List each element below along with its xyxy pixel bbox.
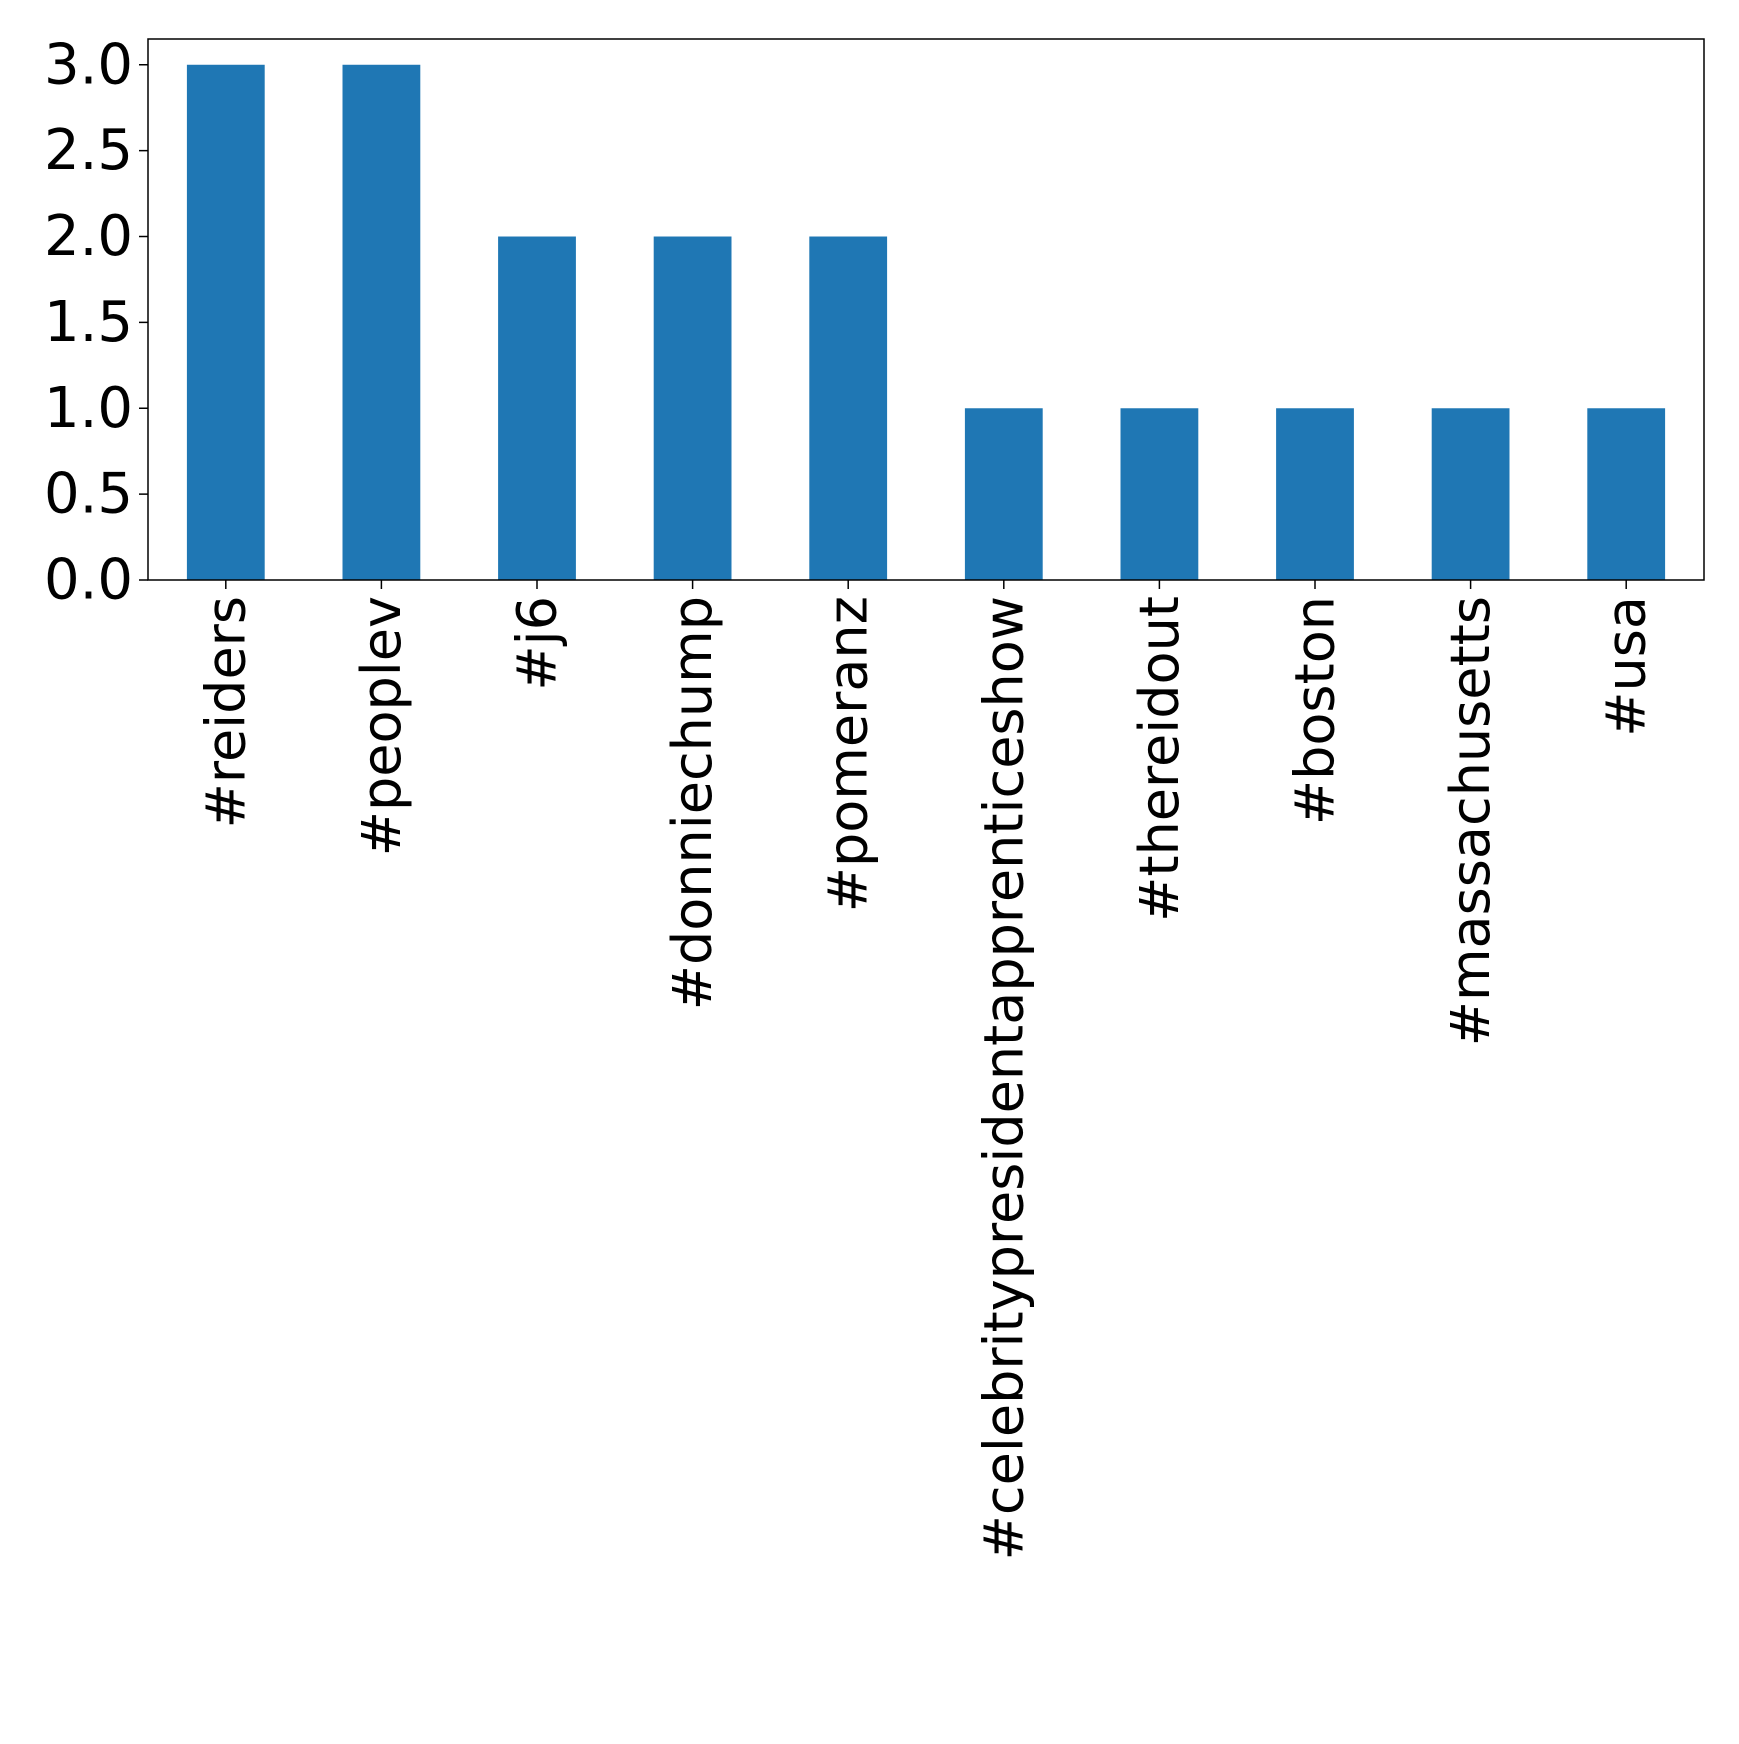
bar-j6	[498, 236, 576, 580]
x-tick-label-boston: #boston	[1284, 596, 1347, 825]
plot-frame	[147, 38, 1705, 581]
x-tick-label-massachusetts: #massachusetts	[1439, 596, 1502, 1046]
x-tick-label-j6: #j6	[506, 596, 569, 691]
bar-massachusetts	[1431, 408, 1510, 580]
bar-reiders	[186, 64, 265, 580]
y-tick-label: 3.0	[44, 32, 133, 97]
x-tick-label-reiders: #reiders	[194, 596, 257, 828]
y-tick-label: 1.5	[44, 290, 133, 355]
y-tick-label: 2.0	[44, 204, 133, 269]
bars-group	[186, 64, 1666, 580]
y-tick-label: 0.0	[44, 548, 133, 613]
bar-usa	[1587, 408, 1666, 580]
bar-pomeranz	[809, 236, 888, 580]
x-tick-label-usa: #usa	[1595, 596, 1658, 737]
x-tick-label-thereidout: #thereidout	[1128, 596, 1191, 922]
x-tick-label-pomeranz: #pomeranz	[817, 596, 880, 912]
y-tick-label: 2.5	[44, 118, 133, 183]
bar-donniechump	[653, 236, 732, 580]
y-tick-label: 0.5	[44, 462, 133, 527]
y-tick-label: 1.0	[44, 376, 133, 441]
x-tick-label-donniechump: #donniechump	[661, 596, 724, 1010]
y-axis: 0.0 0.5 1.0 1.5 2.0 2.5 3.0	[44, 32, 148, 613]
x-axis: #reiders #peoplev #j6 #donniechump #pomeranz…	[194, 580, 1658, 1560]
bar-thereidout	[1120, 408, 1199, 580]
x-tick-label-peoplev: #peoplev	[350, 596, 413, 856]
bar-boston	[1276, 408, 1354, 580]
bar-peoplev	[342, 64, 421, 580]
x-tick-label-celebritypresidentapprenticeshow: #celebritypresidentapprenticeshow	[972, 596, 1035, 1560]
bar-celebritypresidentapprenticeshow	[964, 408, 1043, 580]
